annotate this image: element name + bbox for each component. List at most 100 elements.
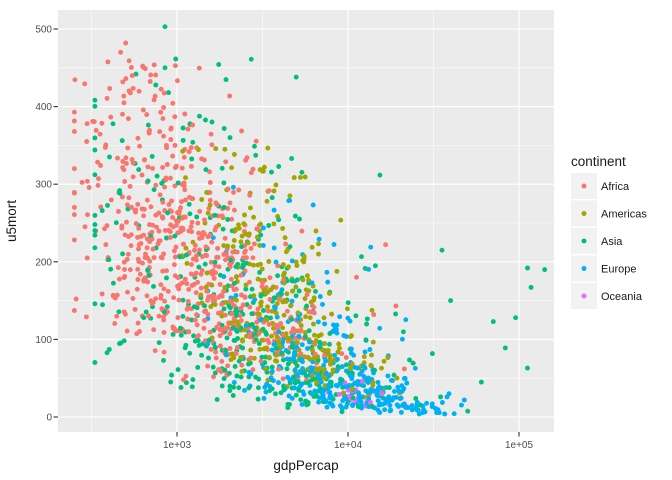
data-point: [149, 153, 155, 159]
data-point: [386, 394, 392, 400]
data-point: [190, 122, 196, 128]
data-point: [273, 182, 279, 188]
data-point: [244, 255, 249, 261]
data-point: [377, 325, 383, 331]
data-point: [256, 341, 262, 347]
data-point: [219, 326, 224, 332]
data-point: [207, 232, 213, 238]
data-point: [92, 147, 98, 153]
data-point: [156, 228, 162, 234]
data-point: [119, 223, 125, 229]
data-point: [367, 399, 373, 405]
data-point: [179, 199, 184, 205]
data-point: [120, 251, 126, 257]
data-point: [190, 139, 196, 145]
data-point: [219, 213, 225, 219]
data-point: [331, 242, 337, 247]
data-point: [125, 145, 131, 151]
data-point: [227, 346, 233, 351]
data-point: [258, 261, 263, 267]
data-point: [275, 339, 281, 345]
data-point: [334, 383, 340, 389]
data-point: [316, 399, 322, 405]
data-point: [219, 358, 225, 364]
data-point: [366, 396, 372, 402]
data-point: [345, 300, 351, 306]
data-point: [182, 214, 188, 220]
legend-item-label: Africa: [601, 181, 630, 193]
data-point: [260, 326, 266, 332]
data-point: [148, 72, 154, 78]
data-point: [136, 242, 142, 247]
data-point: [215, 245, 221, 251]
data-point: [203, 308, 209, 314]
data-point: [98, 163, 104, 168]
data-point: [250, 255, 256, 261]
data-point: [71, 190, 77, 196]
data-point: [172, 142, 178, 148]
data-point: [205, 341, 211, 347]
data-point: [223, 352, 229, 358]
data-point: [238, 374, 244, 380]
data-point: [188, 224, 194, 230]
data-point: [97, 131, 103, 137]
data-point: [221, 376, 227, 382]
data-point: [211, 275, 217, 281]
data-point: [305, 346, 310, 351]
data-point: [202, 317, 208, 323]
data-point: [296, 387, 302, 393]
legend: continent Africa Americas Asia Europe Oceania: [571, 154, 647, 309]
data-point: [93, 127, 99, 133]
data-point: [186, 329, 192, 335]
data-point: [297, 369, 303, 374]
data-point: [216, 62, 222, 67]
data-point: [179, 280, 185, 286]
data-point: [180, 137, 186, 143]
data-point: [292, 213, 298, 219]
data-point: [316, 251, 321, 257]
data-point: [231, 238, 237, 243]
data-point: [265, 145, 271, 151]
data-point: [95, 182, 101, 188]
data-point: [343, 362, 349, 368]
data-point: [238, 318, 244, 324]
data-point: [127, 183, 133, 189]
data-point: [528, 284, 534, 290]
data-point: [182, 345, 188, 351]
data-point: [172, 165, 178, 171]
data-point: [357, 371, 363, 377]
data-point: [159, 214, 165, 220]
data-point: [334, 330, 340, 336]
data-point: [280, 299, 286, 305]
data-point: [95, 159, 101, 165]
data-point: [145, 122, 151, 128]
data-point: [301, 253, 307, 259]
data-point: [229, 216, 235, 222]
data-point: [161, 286, 167, 292]
data-point: [337, 345, 342, 351]
data-point: [257, 242, 263, 248]
data-point: [170, 324, 176, 330]
data-point: [400, 329, 406, 335]
data-point: [71, 109, 77, 115]
data-point: [306, 328, 312, 334]
data-point: [260, 225, 266, 231]
data-point: [304, 303, 310, 309]
data-point: [383, 242, 389, 248]
data-point: [160, 116, 166, 122]
data-point: [263, 317, 269, 323]
data-point: [168, 379, 174, 385]
data-point: [178, 385, 184, 390]
data-point: [198, 292, 204, 298]
data-point: [350, 403, 356, 409]
data-point: [239, 264, 245, 270]
data-point: [287, 193, 293, 199]
data-point: [337, 314, 343, 320]
data-point: [293, 293, 299, 299]
data-point: [332, 352, 337, 358]
data-point: [267, 297, 273, 302]
data-point: [92, 212, 98, 218]
data-point: [175, 315, 181, 321]
data-point: [251, 241, 257, 247]
